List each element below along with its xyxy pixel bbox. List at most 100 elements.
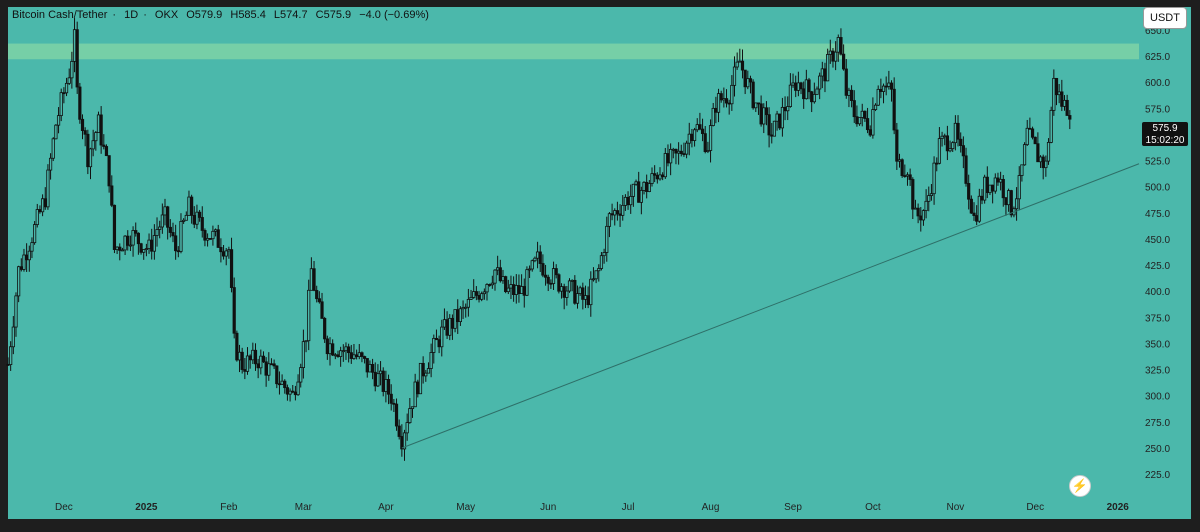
price-axis[interactable] — [1139, 7, 1191, 495]
last-price-badge: 575.9 15:02:20 — [1142, 122, 1188, 146]
candle-body — [11, 326, 15, 348]
candle-body — [72, 29, 77, 62]
interval-label[interactable]: 1D — [124, 9, 139, 21]
currency-button[interactable]: USDT — [1143, 7, 1187, 29]
candle-body — [293, 391, 298, 396]
candle-body — [1030, 128, 1035, 138]
plot-area[interactable] — [8, 7, 1139, 495]
candle-body — [924, 200, 928, 212]
candle-body — [166, 206, 170, 228]
candle-body — [155, 229, 159, 236]
y-tick-label: 375.0 — [1145, 313, 1170, 324]
candle-body — [488, 284, 492, 286]
candle-body — [881, 85, 886, 92]
candle-body — [352, 354, 356, 359]
candle-body — [551, 268, 556, 284]
candle-body — [629, 195, 633, 206]
candle-body — [772, 120, 777, 137]
candle-body — [599, 255, 604, 269]
candle-body — [179, 221, 183, 252]
candle-body — [857, 117, 862, 125]
candle-body — [788, 84, 792, 107]
candle-body — [746, 78, 750, 88]
candle-body — [46, 169, 50, 208]
x-tick-label: Sep — [784, 502, 802, 513]
candle-body — [732, 66, 737, 86]
candle-body — [999, 178, 1003, 183]
candle-body — [277, 383, 282, 386]
candle-body — [229, 249, 234, 288]
candle-body — [187, 196, 191, 216]
candle-body — [581, 287, 585, 300]
y-tick-label: 525.0 — [1145, 157, 1170, 168]
candle-body — [509, 284, 513, 289]
candle-body — [40, 198, 45, 213]
candle-body — [927, 195, 931, 202]
candle-body — [605, 225, 609, 253]
candle-body — [397, 425, 401, 437]
candle-body — [756, 102, 761, 105]
candle-body — [158, 226, 162, 230]
candle-body — [929, 193, 934, 196]
symbol-name[interactable]: Bitcoin Cash/Tether — [12, 9, 108, 21]
x-tick-label: Feb — [220, 502, 238, 513]
y-tick-label: 650.0 — [1145, 26, 1170, 37]
candle-body — [107, 155, 111, 187]
candle-body — [1068, 115, 1072, 120]
candle-body — [59, 92, 63, 117]
candle-body — [980, 195, 984, 201]
candle-body — [1014, 198, 1019, 210]
y-tick-label: 350.0 — [1145, 339, 1170, 350]
candle-body — [237, 351, 242, 361]
candle-body — [219, 247, 223, 253]
candle-body — [434, 337, 439, 341]
candle-body — [1007, 190, 1011, 206]
candle-body — [799, 82, 803, 90]
candle-body — [751, 81, 755, 109]
candle-body — [730, 84, 734, 105]
candle-body — [975, 215, 979, 222]
candle-body — [325, 338, 329, 355]
candle-body — [469, 296, 473, 300]
candle-body — [762, 107, 766, 125]
candle-body — [863, 110, 867, 119]
candle-body — [945, 135, 949, 152]
candle-body — [913, 207, 918, 210]
candle-body — [985, 176, 989, 194]
candle-body — [559, 286, 564, 292]
candle-body — [221, 251, 226, 257]
time-axis[interactable] — [8, 495, 1191, 519]
candle-body — [477, 295, 481, 300]
candle-body — [849, 89, 854, 101]
separator-dot: · — [143, 9, 147, 21]
candle-body — [424, 372, 428, 377]
candle-body — [163, 206, 167, 216]
candle-body — [142, 249, 146, 253]
candle-body — [267, 363, 271, 376]
candle-body — [677, 150, 681, 154]
candle-body — [812, 94, 816, 103]
candle-body — [386, 379, 391, 395]
candle-body — [378, 370, 383, 375]
candle-body — [118, 246, 122, 251]
y-tick-label: 450.0 — [1145, 235, 1170, 246]
candle-body — [30, 242, 34, 252]
candle-body — [67, 77, 71, 84]
candle-body — [147, 239, 151, 249]
candle-body — [192, 215, 196, 225]
candle-body — [578, 287, 582, 294]
candle-body — [190, 196, 194, 216]
candle-body — [482, 291, 486, 295]
candle-body — [368, 364, 372, 373]
candle-body — [969, 198, 973, 214]
candle-body — [461, 307, 465, 310]
candle-body — [935, 162, 939, 165]
candle-body — [682, 153, 686, 156]
candle-body — [453, 309, 457, 329]
candle-body — [112, 204, 117, 250]
lightning-bolt-icon[interactable]: ⚡ — [1069, 475, 1091, 497]
candle-body — [650, 173, 654, 184]
candle-body — [1001, 178, 1005, 199]
